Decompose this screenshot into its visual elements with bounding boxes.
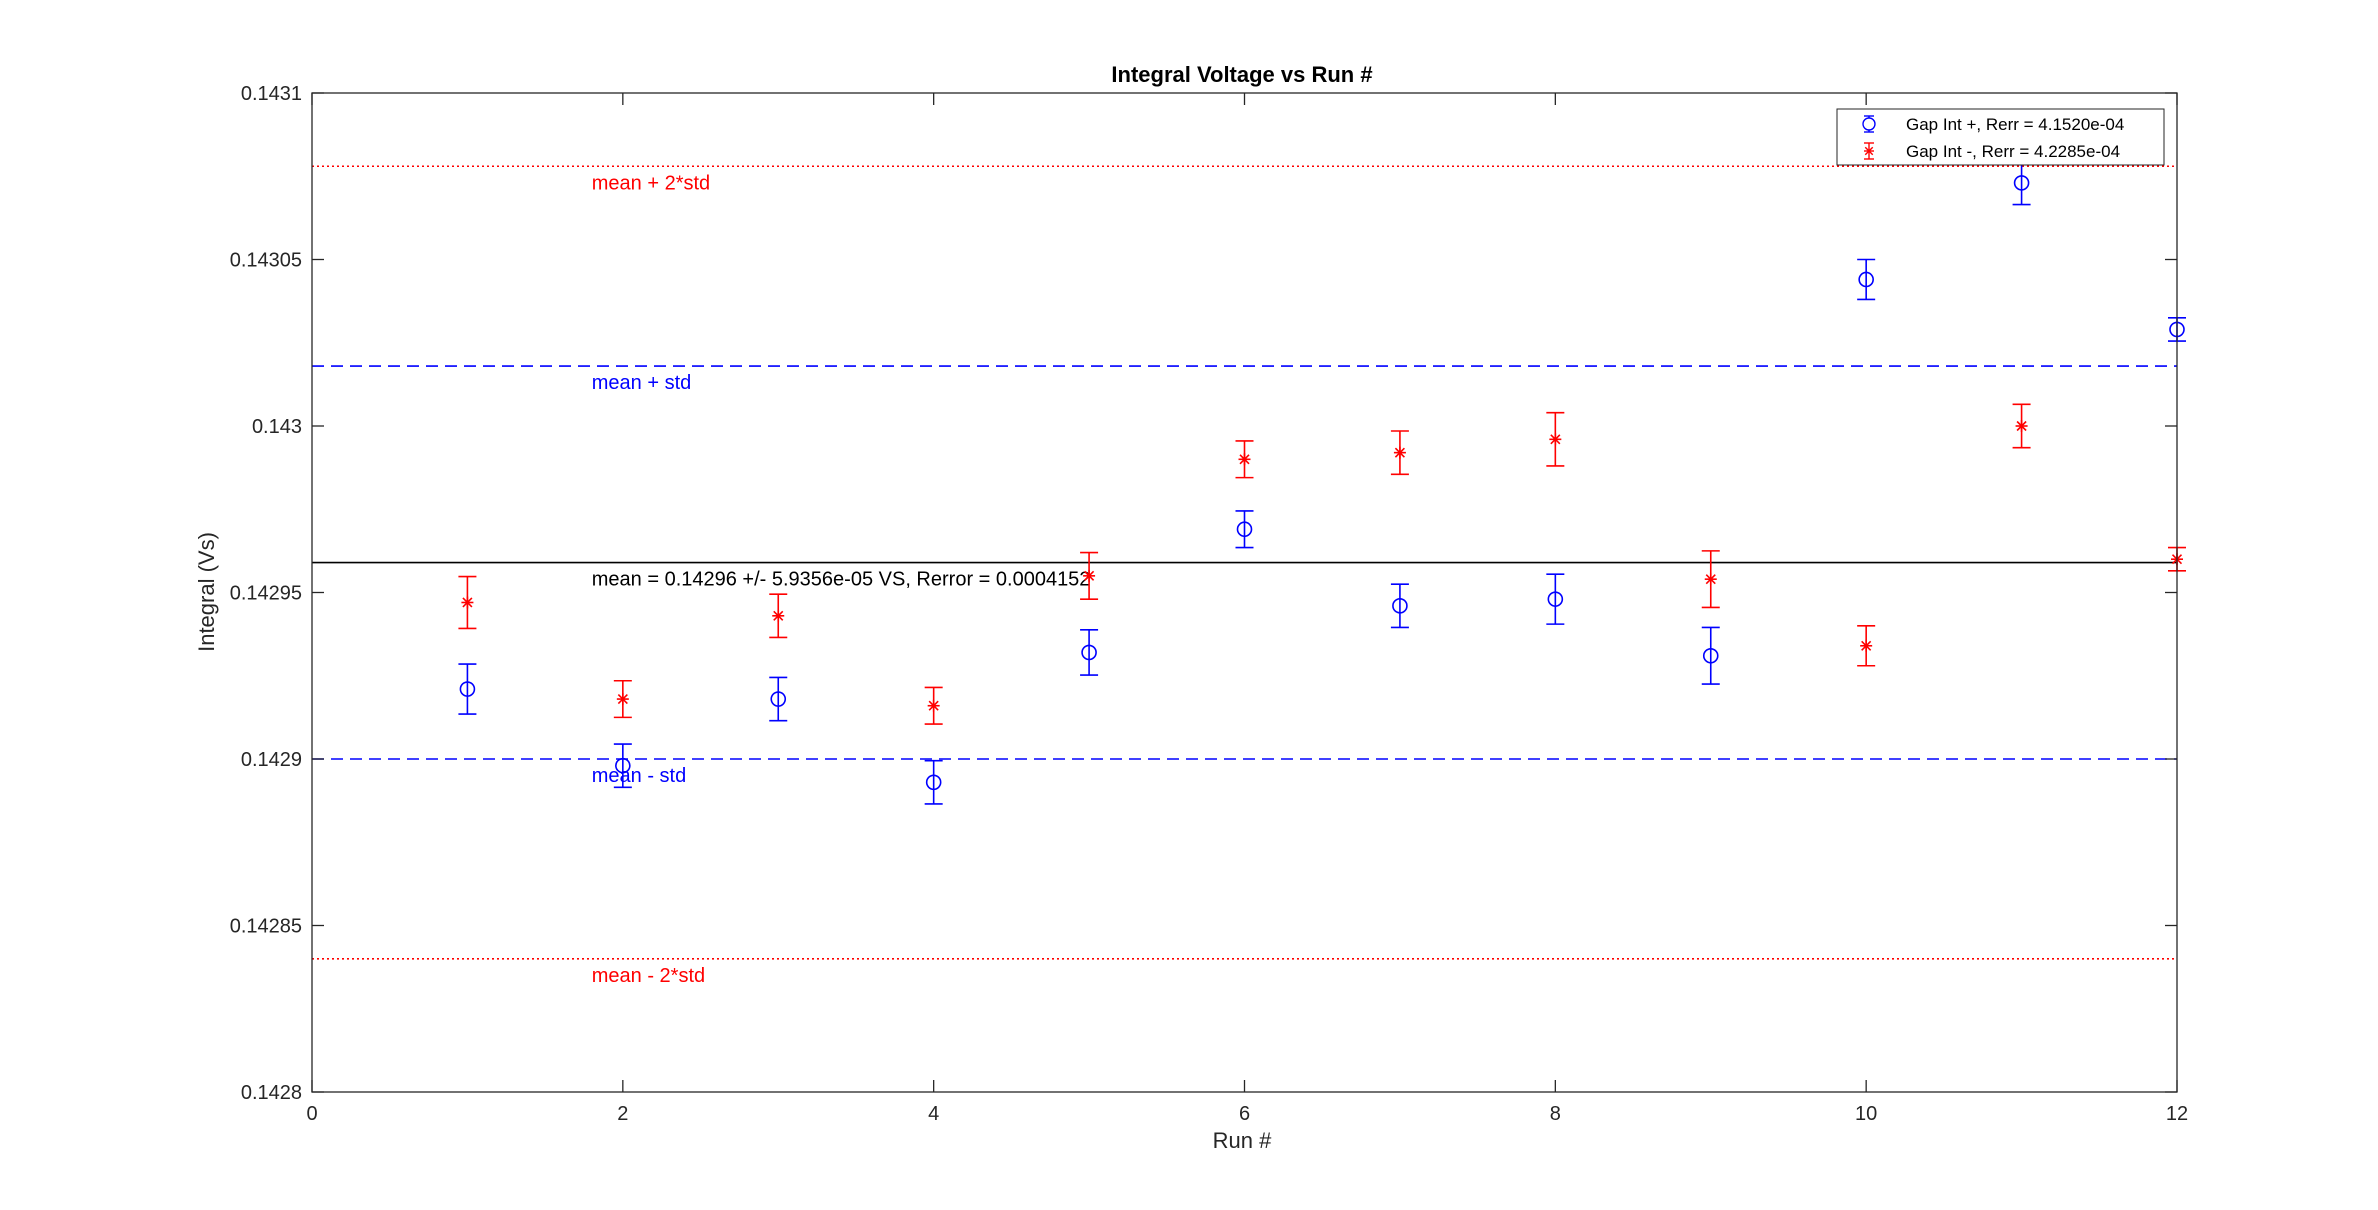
- x-tick-label: 10: [1855, 1103, 1877, 1125]
- data-point-asterisk: [1393, 446, 1406, 459]
- x-axis-label: Run #: [1213, 1128, 1272, 1153]
- data-point-circle: [1858, 271, 1874, 288]
- data-point-circle: [615, 757, 631, 774]
- data-point-circle: [459, 681, 476, 697]
- data-point-asterisk: [772, 609, 785, 622]
- data-point-circle: [1236, 521, 1253, 538]
- y-tick-label: 0.143: [252, 416, 302, 438]
- data-point-asterisk: [616, 693, 629, 706]
- reference-line-label: mean - 2*std: [592, 965, 705, 987]
- y-tick-label: 0.14295: [230, 583, 302, 605]
- legend-box: [1836, 108, 2165, 166]
- legend-circle-marker: [1862, 117, 1876, 131]
- data-point-asterisk: [1083, 569, 1096, 582]
- y-tick-label: 0.1431: [241, 83, 302, 105]
- data-point-asterisk: [2015, 420, 2028, 432]
- y-tick-label: 0.14305: [230, 250, 302, 272]
- data-point-asterisk: [1238, 453, 1251, 466]
- reference-line-label: mean - std: [592, 765, 686, 787]
- data-point-asterisk: [1549, 433, 1562, 446]
- data-markers: [459, 175, 2185, 791]
- data-point-asterisk: [461, 596, 474, 609]
- reference-line-label: mean + 2*std: [592, 172, 710, 194]
- data-point-circle: [770, 691, 787, 707]
- chart-title: Integral Voltage vs Run #: [1111, 62, 1372, 87]
- x-tick-label: 4: [928, 1103, 939, 1125]
- data-point-circle: [925, 774, 942, 791]
- data-point-asterisk: [927, 699, 940, 712]
- reference-line-label: mean + std: [592, 372, 692, 394]
- x-tick-label: 6: [1239, 1103, 1250, 1125]
- data-point-circle: [1702, 647, 1719, 664]
- x-tick-label: 8: [1550, 1103, 1561, 1125]
- legend-asterisk-marker: [1864, 146, 1874, 156]
- legend-entry-label: Gap Int -, Rerr = 4.2285e-04: [1906, 142, 2120, 161]
- data-point-circle: [1392, 598, 1408, 614]
- reference-line-label: mean = 0.14296 +/- 5.9356e-05 VS, Rerror…: [592, 569, 1091, 591]
- x-tick-label: 12: [2166, 1103, 2188, 1125]
- data-point-circle: [2013, 175, 2030, 191]
- y-tick-label: 0.1429: [241, 749, 302, 771]
- legend: Gap Int +, Rerr = 4.1520e-04 Gap Int -, R…: [1836, 108, 2165, 166]
- data-point-asterisk: [1704, 573, 1717, 586]
- data-point-circle: [1547, 591, 1564, 607]
- data-point-circle: [1081, 644, 1097, 661]
- legend-entry-label: Gap Int +, Rerr = 4.1520e-04: [1906, 115, 2124, 134]
- y-axis-label: Integral (Vs): [194, 532, 219, 652]
- y-tick-label: 0.14285: [230, 916, 302, 938]
- x-tick-label: 2: [617, 1103, 628, 1125]
- data-point-asterisk: [1860, 639, 1873, 652]
- y-tick-label: 0.1428: [241, 1082, 302, 1104]
- x-tick-label: 0: [306, 1103, 317, 1125]
- axes: 0 2 4 6 8 10 12 0.1428 0.14285 0.1429 0.14295 0.143…: [230, 83, 2188, 1125]
